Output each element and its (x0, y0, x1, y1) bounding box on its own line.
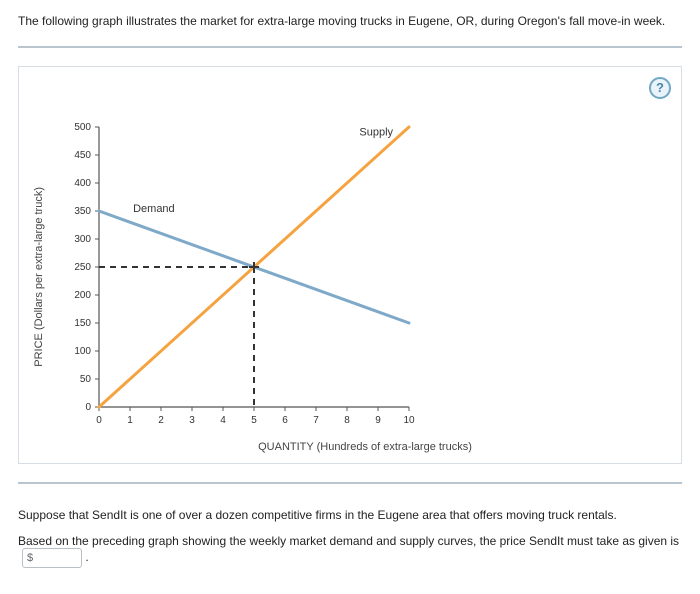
svg-text:Supply: Supply (359, 126, 393, 138)
svg-text:50: 50 (80, 374, 92, 385)
svg-text:450: 450 (74, 150, 91, 161)
supply-demand-chart: 0 50 100 150 200 250 300 350 400 450 500 0 1 2 3 4 5 6 7 8 9… (51, 117, 431, 437)
svg-text:5: 5 (251, 415, 257, 426)
svg-text:150: 150 (74, 318, 91, 329)
question-line-2-pre: Based on the preceding graph showing the… (18, 534, 679, 548)
svg-text:1: 1 (127, 415, 133, 426)
svg-text:400: 400 (74, 178, 91, 189)
svg-text:100: 100 (74, 346, 91, 357)
svg-text:2: 2 (158, 415, 164, 426)
chart-panel: ? PRICE (Dollars per extra-large truck) … (18, 66, 682, 464)
price-input[interactable] (33, 551, 69, 565)
svg-text:350: 350 (74, 206, 91, 217)
svg-text:4: 4 (220, 415, 226, 426)
svg-text:250: 250 (74, 262, 91, 273)
price-input-wrapper[interactable]: $ (22, 548, 82, 568)
svg-text:500: 500 (74, 122, 91, 133)
x-axis-title: QUANTITY (Hundreds of extra-large trucks… (63, 441, 667, 453)
svg-text:300: 300 (74, 234, 91, 245)
svg-text:0: 0 (96, 415, 102, 426)
question-line-2-post: . (85, 550, 88, 564)
divider-top (18, 46, 682, 48)
svg-text:7: 7 (313, 415, 319, 426)
chart-container: PRICE (Dollars per extra-large truck) 0 5… (33, 117, 667, 437)
help-button[interactable]: ? (649, 77, 671, 99)
question-block: Suppose that SendIt is one of over a doz… (18, 508, 682, 568)
svg-text:8: 8 (344, 415, 350, 426)
svg-text:3: 3 (189, 415, 195, 426)
svg-text:Demand: Demand (133, 203, 175, 215)
divider-mid (18, 482, 682, 484)
y-axis-title: PRICE (Dollars per extra-large truck) (33, 187, 45, 367)
svg-text:10: 10 (403, 415, 415, 426)
svg-text:9: 9 (375, 415, 381, 426)
question-line-2: Based on the preceding graph showing the… (18, 534, 682, 568)
svg-text:6: 6 (282, 415, 288, 426)
question-line-1: Suppose that SendIt is one of over a doz… (18, 508, 682, 522)
svg-text:0: 0 (85, 402, 91, 413)
intro-text: The following graph illustrates the mark… (18, 14, 682, 28)
svg-text:200: 200 (74, 290, 91, 301)
